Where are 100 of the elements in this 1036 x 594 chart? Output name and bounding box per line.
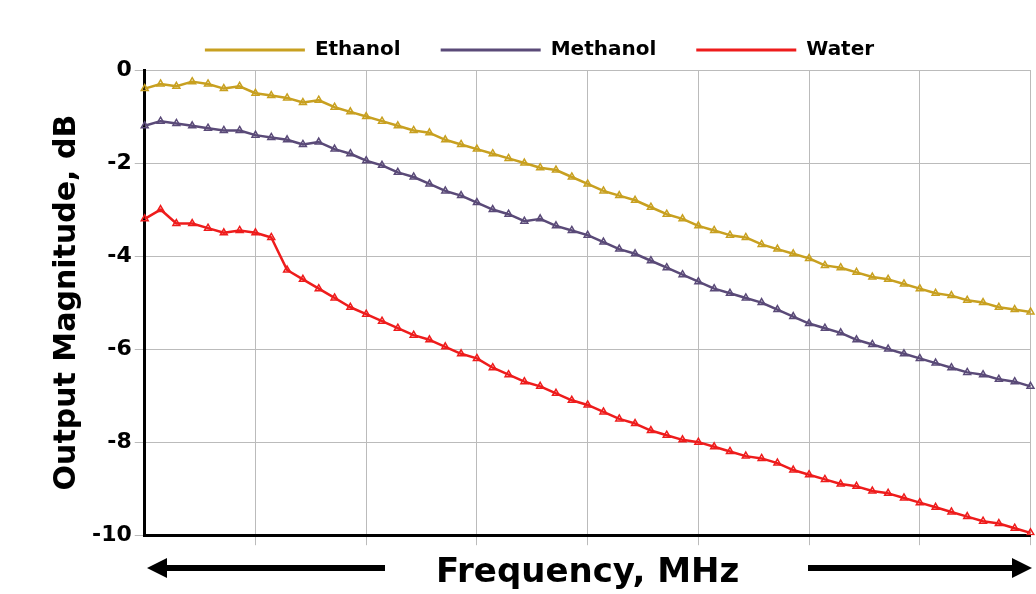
point [1010,304,1019,313]
point [915,283,924,292]
point [804,469,814,478]
point [172,118,181,127]
point [883,488,893,497]
point [504,209,513,217]
point [899,279,909,287]
point [535,381,545,390]
point [441,342,450,350]
point [361,111,371,120]
point [947,290,956,299]
point [773,458,782,466]
point [251,88,260,97]
point [978,516,988,524]
point [472,144,482,152]
point [963,295,972,304]
point [330,144,339,152]
point [551,221,561,229]
point [1026,528,1035,536]
point [1026,381,1035,390]
point [377,160,387,169]
point [646,255,656,264]
point [852,481,861,490]
point [409,172,418,180]
point [883,274,893,283]
point [425,128,434,136]
point [441,186,450,194]
point [789,465,798,473]
point [377,316,387,324]
point [504,369,513,378]
point [187,76,197,85]
point [630,195,640,204]
point [599,186,608,194]
point [868,486,877,494]
point [282,265,292,273]
point [504,153,513,162]
point [156,116,165,124]
point [361,155,371,164]
point [662,209,671,217]
point [947,362,956,371]
point [931,502,940,511]
point [156,204,165,213]
point [836,262,845,271]
point [267,232,276,241]
point [1026,307,1035,315]
point [583,230,592,238]
point [535,214,545,222]
y-tick-label: -2 [107,148,132,174]
point [599,237,608,245]
point [630,249,640,257]
point [915,497,924,506]
point [789,249,798,257]
point [994,518,1004,527]
y-tick-label: -6 [107,334,132,360]
point [678,214,687,222]
point [804,253,814,262]
point [567,172,577,180]
point [773,244,782,252]
point [361,309,371,317]
point [741,293,751,301]
point [314,95,323,103]
point [488,148,497,157]
point [203,79,213,87]
point [219,125,229,134]
point [140,121,149,129]
x-axis-title: Frequency, MHz [436,550,740,591]
point [773,304,782,313]
point [852,335,861,343]
point [678,435,687,443]
y-axis-title: Output Magnitude, dB [46,114,82,491]
point [140,214,149,222]
point [978,369,988,378]
point [820,474,830,483]
point [203,123,213,131]
point [472,353,482,362]
point [868,339,877,348]
point [994,374,1004,383]
point [899,349,909,357]
point [615,244,624,252]
point [947,507,956,515]
point [187,121,197,129]
point [551,388,561,397]
legend-label: Methanol [550,36,657,61]
point [567,225,577,234]
point [836,328,845,336]
point [709,225,719,234]
point [883,344,893,352]
point [709,442,719,450]
point [615,414,624,422]
point [1010,376,1019,385]
point [172,218,181,227]
point [425,179,434,187]
point [235,81,244,90]
point [694,276,703,285]
point [915,353,924,362]
point [757,453,766,462]
point [314,283,323,292]
point [789,311,798,320]
point [963,511,972,520]
point [409,125,418,134]
